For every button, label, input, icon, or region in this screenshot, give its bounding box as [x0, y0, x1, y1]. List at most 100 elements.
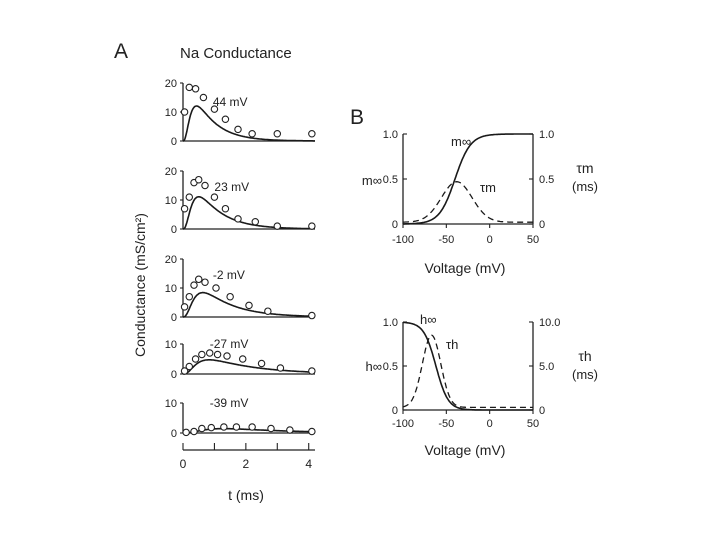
m-gate-right-tick-label: 1.0	[539, 129, 554, 141]
na-m2-data-point	[201, 278, 209, 286]
na-m39-data-point	[182, 428, 190, 437]
time-tick-label: 0	[180, 457, 187, 471]
h-gate-x-tick-label: 0	[487, 418, 493, 430]
na-44-ytick-label: 10	[165, 107, 177, 119]
m-gate-x-tick-label: 0	[487, 234, 493, 246]
na-44-data-point	[248, 130, 256, 138]
na-m27-data-point	[205, 349, 214, 357]
na-23-data-point	[221, 204, 230, 213]
na-m2-data-point	[180, 303, 189, 311]
panel-a-xlabel: t (ms)	[228, 487, 264, 503]
m-gate-left-tick-label: 1.0	[383, 129, 398, 141]
na-m27-data-point	[223, 352, 231, 360]
na-44-data-point	[191, 85, 200, 93]
na-m27-data-point	[185, 362, 194, 371]
na-m2-ytick-label: 0	[171, 312, 177, 324]
na-44-data-point	[273, 130, 282, 138]
na-44-data-point	[180, 108, 189, 116]
na-44-data-point	[221, 115, 230, 124]
na-23-data-point	[185, 193, 194, 201]
na-m27-data-point	[257, 359, 266, 368]
na-m2-data-point	[245, 301, 253, 310]
h-gate-x-tick-label: 50	[527, 418, 539, 430]
na-m2-data-point	[194, 275, 203, 284]
na-23-fit-curve	[182, 196, 315, 230]
na-m27-voltage-label: -27 mV	[210, 337, 249, 351]
na-44-fit-curve	[182, 105, 315, 142]
na-m2-data-point	[185, 292, 194, 301]
na-m27-data-point	[180, 367, 189, 375]
na-m2-data-point	[308, 311, 316, 320]
h-gate-x-tick-label: -100	[392, 418, 414, 430]
na-m27-data-point	[238, 355, 247, 363]
na-m27-ytick-label: 10	[165, 339, 177, 351]
h-inf-series-label: h∞	[420, 312, 437, 327]
panel-a-letter: A	[114, 40, 128, 63]
na-m39-data-point	[207, 423, 216, 432]
na-23-ytick-label: 0	[171, 224, 177, 236]
m-gate-right-axis-label: τm	[576, 160, 593, 176]
m-gate-time-constant-curve	[403, 181, 533, 223]
na-44-data-point	[185, 83, 194, 92]
m-gate-steady-state-curve	[403, 133, 533, 225]
na-m27-data-point	[308, 367, 316, 375]
h-gate-right-tick-label: 5.0	[539, 361, 554, 373]
na-23-ytick-label: 10	[165, 195, 177, 207]
na-m39-data-point	[220, 423, 228, 431]
na-m27-data-point	[276, 364, 285, 372]
na-m2-data-point	[190, 281, 198, 289]
na-23-voltage-label: 23 mV	[214, 180, 249, 194]
tau-h-series-label: τh	[446, 337, 458, 352]
na-44-ytick-label: 0	[171, 136, 177, 148]
na-m39-ytick-label: 0	[171, 428, 177, 440]
panel-a-title: Na Conductance	[180, 45, 292, 62]
m-gate-x-tick-label: -50	[438, 234, 454, 246]
na-23-data-point	[210, 193, 219, 201]
na-m39-data-point	[286, 426, 294, 434]
na-m27-fit-curve	[183, 359, 315, 375]
na-44-data-point	[308, 130, 316, 138]
na-m2-data-point	[264, 307, 272, 315]
m-gate-right-tick-label: 0.5	[539, 174, 554, 186]
na-m2-data-point	[212, 284, 220, 292]
panel-a-ylabel: Conductance (mS/cm²)	[132, 213, 148, 357]
na-44-ytick-label: 20	[165, 78, 177, 90]
na-23-data-point	[194, 175, 203, 184]
h-gate-x-tick-label: -50	[438, 418, 454, 430]
na-m27-data-point	[213, 350, 222, 359]
na-44-data-point	[234, 125, 242, 134]
na-23-data-point	[308, 222, 316, 230]
h-gate-right-axis-label: τh	[578, 348, 591, 364]
na-m27-data-point	[198, 350, 206, 359]
na-m27-data-point	[191, 355, 200, 363]
h-gate-right-tick-label: 0	[539, 405, 545, 417]
na-m39-data-point	[248, 423, 256, 431]
na-23-data-point	[180, 204, 189, 213]
h-gate-left-axis-label: h∞	[366, 359, 383, 374]
na-23-data-point	[201, 181, 209, 190]
h-gate-steady-state-curve	[403, 321, 533, 411]
na-m2-ytick-label: 10	[165, 283, 177, 295]
na-23-data-point	[273, 222, 282, 230]
m-gate-left-tick-label: 0.5	[383, 174, 398, 186]
h-gate-left-tick-label: 0.5	[383, 361, 398, 373]
na-23-data-point	[251, 218, 260, 226]
m-gate-x-tick-label: -100	[392, 234, 414, 246]
h-gate-right-axis-unit: (ms)	[572, 367, 598, 382]
na-m2-data-point	[226, 292, 234, 301]
na-m39-voltage-label: -39 mV	[210, 396, 249, 410]
na-m2-ytick-label: 20	[165, 254, 177, 266]
na-m2-fit-curve	[183, 291, 315, 318]
m-gate-x-tick-label: 50	[527, 234, 539, 246]
time-tick-label: 4	[305, 457, 312, 471]
na-m39-data-point	[308, 427, 316, 436]
na-m39-data-point	[232, 423, 241, 431]
na-m27-ytick-label: 0	[171, 369, 177, 381]
h-gate-left-tick-label: 0	[392, 405, 398, 417]
na-44-voltage-label: 44 mV	[213, 95, 248, 109]
panel-b-letter: B	[350, 106, 364, 129]
na-m2-voltage-label: -2 mV	[213, 268, 245, 282]
m-inf-series-label: m∞	[451, 134, 471, 149]
